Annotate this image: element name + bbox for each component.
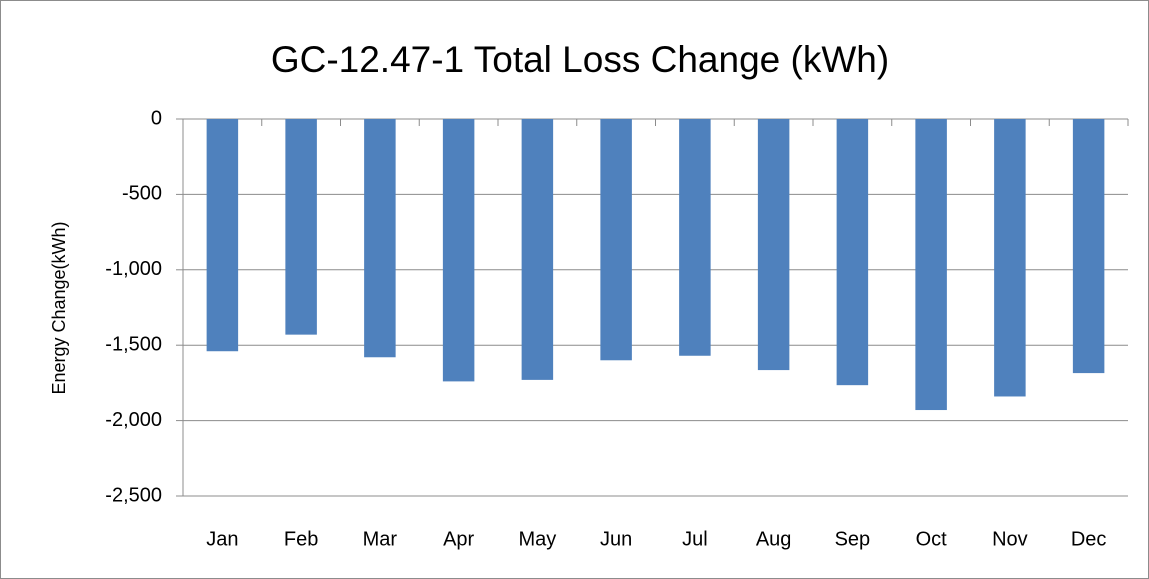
y-axis-label: Energy Change(kWh) [49, 221, 69, 394]
y-tick-label: -1,000 [105, 258, 162, 280]
x-tick-label: Apr [443, 528, 474, 550]
bar [442, 119, 475, 382]
x-tick-label: Dec [1071, 528, 1107, 550]
y-tick-label: -500 [122, 183, 162, 205]
x-tick-label: Jul [682, 528, 708, 550]
x-tick-label: Feb [284, 528, 318, 550]
bar [206, 119, 239, 352]
x-tick-label: Aug [756, 528, 792, 550]
x-tick-label: Jan [206, 528, 238, 550]
bar [836, 119, 869, 386]
bar [285, 119, 317, 335]
bar [679, 119, 711, 356]
x-tick-label: Oct [916, 528, 948, 550]
bar [364, 119, 396, 358]
x-tick-label: Nov [992, 528, 1028, 550]
y-tick-label: -2,000 [105, 409, 162, 431]
bar [521, 119, 554, 380]
y-tick-label: -1,500 [105, 333, 162, 355]
x-tick-label: Jun [600, 528, 632, 550]
x-tick-label: May [518, 528, 556, 550]
x-tick-label: Mar [363, 528, 398, 550]
bar [915, 119, 947, 411]
bar [600, 119, 632, 361]
bar [994, 119, 1026, 397]
bar [1072, 119, 1105, 374]
chart-title: GC-12.47-1 Total Loss Change (kWh) [271, 39, 889, 80]
bar [757, 119, 790, 371]
y-tick-label: 0 [151, 107, 162, 129]
y-tick-label: -2,500 [105, 484, 162, 506]
x-tick-label: Sep [835, 528, 871, 550]
